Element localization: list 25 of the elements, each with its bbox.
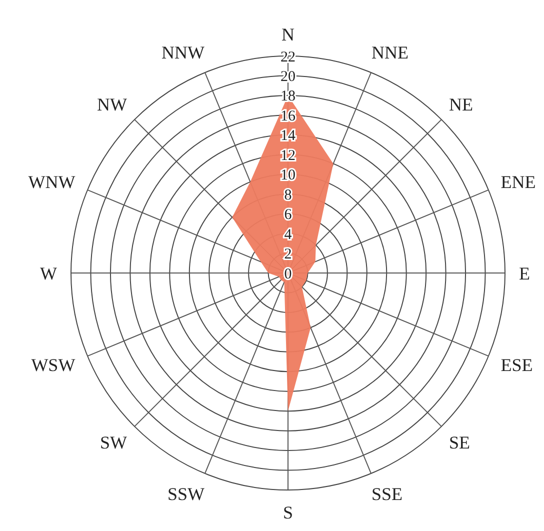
spoke-label: N: [282, 24, 294, 44]
spoke-label: WNW: [28, 172, 76, 192]
spoke-label: NNE: [371, 42, 408, 62]
y-tick-label: 6: [284, 207, 292, 224]
spoke-label: WSW: [31, 354, 76, 375]
spoke-label: SE: [449, 432, 470, 452]
spoke-label: ESE: [500, 354, 533, 375]
y-tick-label: 12: [280, 148, 296, 164]
spoke-label: NNW: [162, 42, 205, 62]
y-tick-label: 8: [284, 187, 292, 204]
spoke-label: E: [519, 263, 530, 284]
y-tick-label: 16: [280, 108, 296, 124]
y-tick-label: 4: [284, 226, 292, 243]
spoke-label: W: [40, 263, 57, 284]
spoke-label: S: [282, 502, 294, 522]
spoke-label: ENE: [500, 172, 536, 192]
spoke-label: SSW: [168, 484, 205, 504]
y-tick-label: 10: [280, 168, 296, 184]
spoke-label: SW: [100, 432, 128, 452]
y-tick-label: 0: [284, 266, 292, 282]
spoke-label: NE: [449, 94, 473, 114]
y-tick-label: 14: [280, 128, 296, 144]
spoke-label: SSE: [371, 484, 402, 504]
y-tick-label: 2: [284, 246, 292, 263]
spoke-label: NW: [97, 94, 127, 114]
